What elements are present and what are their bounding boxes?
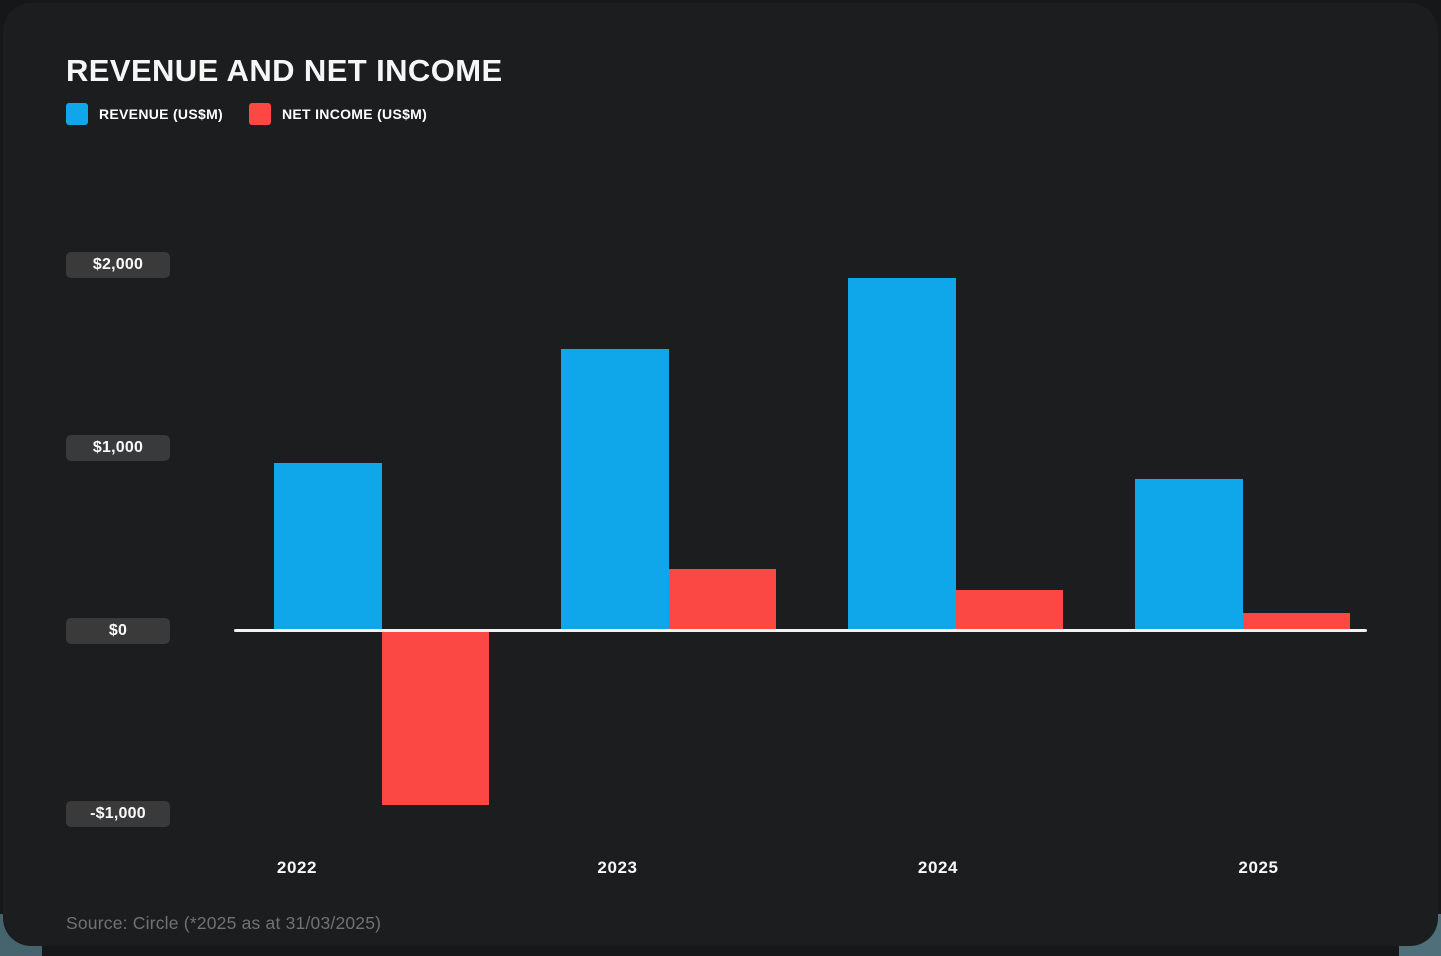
revenue-swatch-icon (66, 103, 88, 125)
revenue-bar-2022 (274, 462, 382, 629)
legend-item-revenue: REVENUE (US$M) (66, 103, 223, 125)
y-tick-1000: $1,000 (66, 435, 170, 461)
net-income-bar-2022 (381, 632, 489, 805)
zero-baseline (234, 629, 1367, 632)
revenue-bar-2023 (561, 348, 669, 629)
source-note: Source: Circle (*2025 as at 31/03/2025) (66, 913, 382, 933)
x-label-2024: 2024 (917, 858, 959, 877)
net-income-bar-2024 (955, 589, 1063, 629)
y-tick-neg-1000: -$1,000 (66, 800, 170, 827)
x-label-2022: 2022 (276, 858, 318, 877)
legend-label-revenue: REVENUE (US$M) (99, 106, 223, 122)
plot-area: $2,000 $1,000 $0 -$1,000 2022 2023 2024 … (3, 3, 1438, 946)
revenue-bar-2025 (1135, 479, 1243, 629)
chart-legend: REVENUE (US$M) NET INCOME (US$M) (66, 103, 427, 125)
chart-title: REVENUE AND NET INCOME (66, 53, 503, 88)
net-income-bar-2023 (668, 568, 776, 629)
chart-card: REVENUE AND NET INCOME REVENUE (US$M) NE… (3, 3, 1438, 946)
legend-label-net-income: NET INCOME (US$M) (282, 106, 428, 122)
net-income-swatch-icon (249, 103, 271, 125)
y-tick-2000: $2,000 (66, 252, 170, 278)
net-income-bar-2025 (1242, 613, 1350, 629)
legend-item-net-income: NET INCOME (US$M) (249, 103, 427, 125)
revenue-bar-2024 (848, 278, 956, 629)
x-label-2025: 2025 (1238, 858, 1279, 877)
x-label-2023: 2023 (597, 858, 638, 877)
y-tick-zero: $0 (66, 617, 170, 644)
